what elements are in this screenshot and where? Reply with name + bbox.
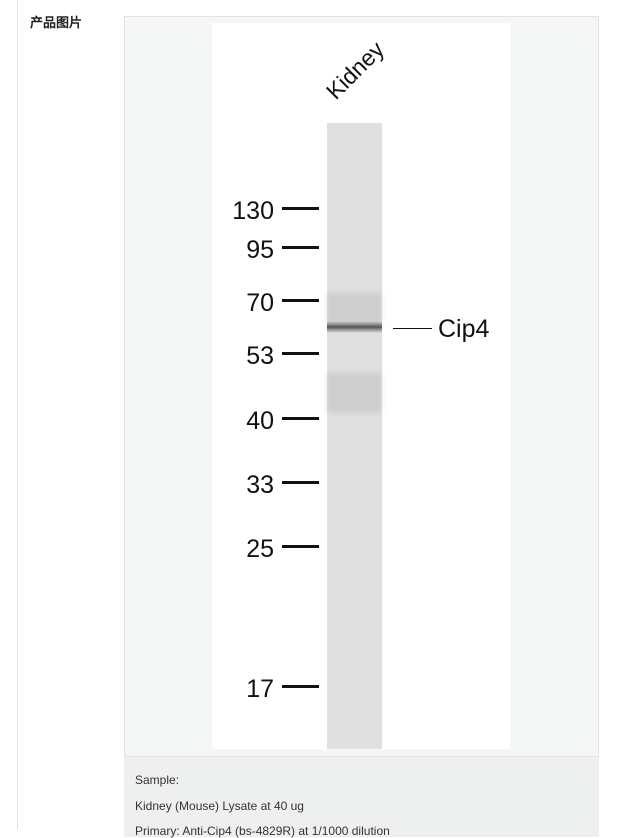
caption-line: Sample: xyxy=(135,773,180,787)
marker-tick xyxy=(282,685,319,688)
marker-label: 17 xyxy=(246,675,274,703)
left-divider xyxy=(17,0,18,829)
band-pointer-line xyxy=(393,328,432,329)
section-label: 产品图片 xyxy=(30,15,83,30)
caption-line: Primary: Anti-Cip4 (bs-4829R) at 1/1000 … xyxy=(135,824,390,838)
marker-label: 130 xyxy=(232,197,274,225)
marker-label: 25 xyxy=(246,535,274,563)
caption-line: Kidney (Mouse) Lysate at 40 ug xyxy=(135,799,304,813)
marker-tick xyxy=(282,246,319,249)
blot-lane xyxy=(327,123,382,749)
image-caption: Sample: Kidney (Mouse) Lysate at 40 ug P… xyxy=(124,757,599,838)
band-label: Cip4 xyxy=(438,315,490,343)
western-blot-image: Kidney 130 95 70 53 40 33 25 17 Cip4 xyxy=(212,23,510,749)
marker-tick xyxy=(282,545,319,548)
marker-tick xyxy=(282,417,319,420)
marker-label: 33 xyxy=(246,471,274,499)
marker-tick xyxy=(282,481,319,484)
marker-tick xyxy=(282,207,319,210)
marker-tick xyxy=(282,299,319,302)
cip4-band xyxy=(327,321,382,333)
marker-tick xyxy=(282,352,319,355)
lane-label: Kidney xyxy=(320,36,390,105)
marker-label: 53 xyxy=(246,342,274,370)
marker-label: 40 xyxy=(246,407,274,435)
marker-label: 70 xyxy=(246,289,274,317)
marker-label: 95 xyxy=(246,236,274,264)
